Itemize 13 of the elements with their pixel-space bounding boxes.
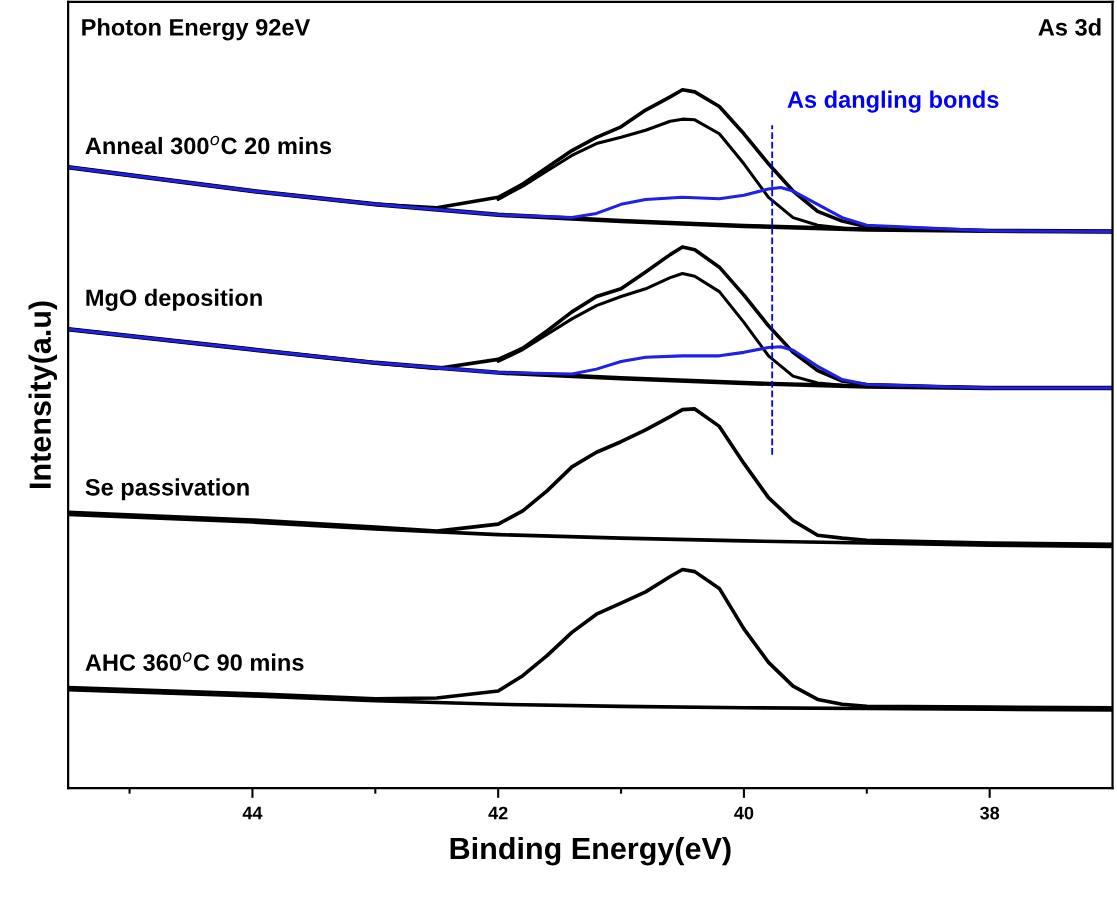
x-tick-label: 44 [242, 806, 263, 820]
x-tick-label: 40 [734, 806, 754, 820]
text: As 3d [1038, 18, 1101, 36]
annotation: MgO deposition [86, 288, 262, 311]
ref-line-label: As dangling bonds [787, 90, 999, 113]
annotation: Anneal 300$^{o}$C 20 mins [85, 135, 332, 155]
x-tick-label: 38 [980, 806, 1000, 820]
x-axis-title: Binding Energy(eV) [450, 836, 731, 866]
text: Photon Energy 92eV [82, 18, 311, 41]
y-axis-title: Intensity(a.u) [28, 301, 58, 488]
annotation: AHC 360$^{o}$C 90 mins [85, 652, 304, 671]
annotation: Se passivation [85, 478, 249, 501]
x-tick-label: 42 [488, 806, 508, 820]
